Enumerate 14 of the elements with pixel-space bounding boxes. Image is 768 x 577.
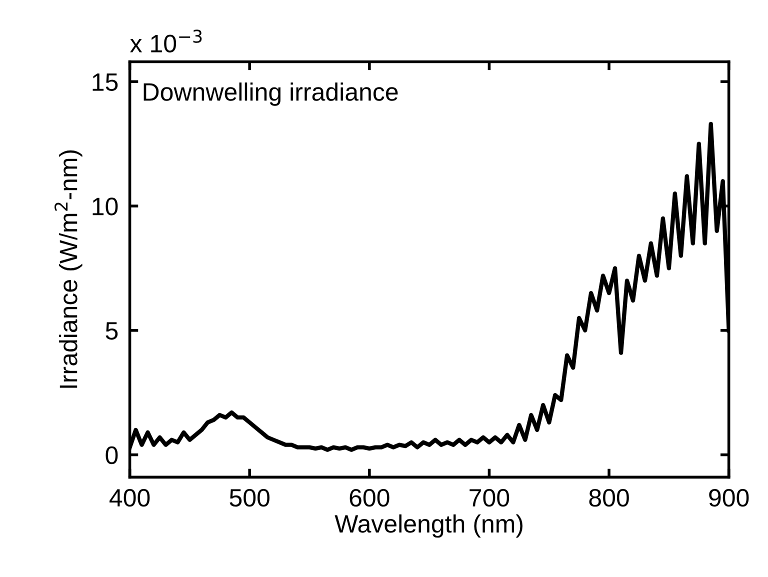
x-tick-label: 800 xyxy=(589,488,629,507)
y-tick-label: 10 xyxy=(92,198,118,216)
x-tick-label: 600 xyxy=(350,488,390,507)
y-axis-title: Irradiance (W/m$^{2}$-nm) xyxy=(54,150,82,388)
y-tick-label: 15 xyxy=(92,74,118,91)
x-tick-label: 400 xyxy=(110,488,150,507)
x-tick-label: 900 xyxy=(709,488,749,507)
x-tick-label: 700 xyxy=(470,488,510,507)
y-tick-label: 0 xyxy=(106,446,118,464)
y-tick-label: 5 xyxy=(106,322,118,340)
x-axis-title: Wavelength (nm) xyxy=(334,514,522,538)
text: x 10$^{−3}$ xyxy=(130,30,202,52)
annotation: Downwelling irradiance xyxy=(144,82,398,106)
x-tick-label: 500 xyxy=(230,488,270,507)
